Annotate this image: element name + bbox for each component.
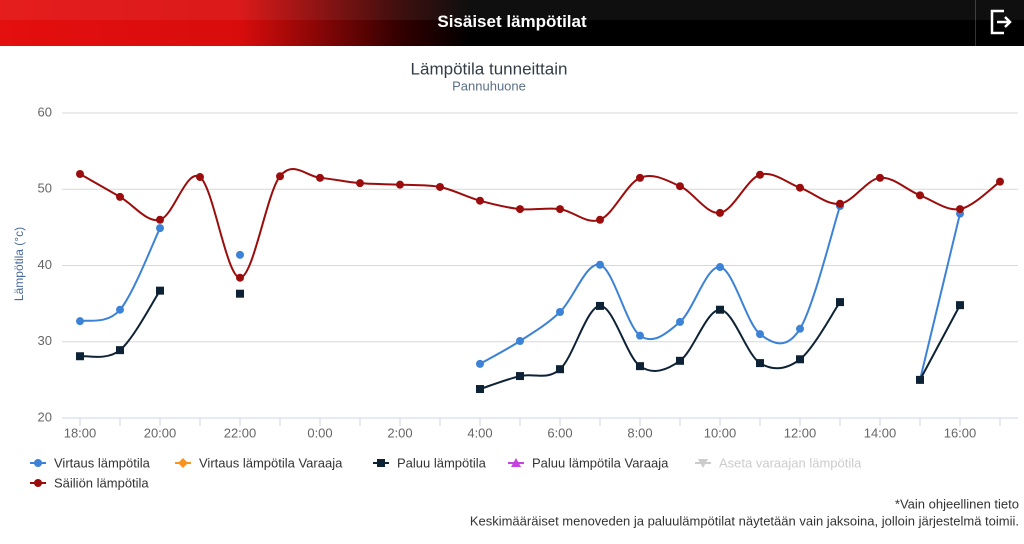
legend-marker — [377, 459, 385, 467]
data-point — [76, 352, 84, 361]
x-tick-label: 6:00 — [547, 425, 572, 440]
series-line — [79, 168, 1001, 279]
legend-marker — [698, 459, 708, 468]
data-point — [916, 375, 924, 384]
data-point — [596, 301, 604, 310]
data-point — [396, 180, 404, 189]
data-point — [156, 286, 164, 295]
y-tick-label: 30 — [38, 333, 52, 348]
data-point — [556, 308, 564, 317]
footnote: *Vain ohjeellinen tieto — [895, 496, 1019, 511]
logout-icon — [990, 9, 1012, 35]
data-point — [276, 172, 284, 181]
data-point — [716, 305, 724, 314]
data-point — [156, 215, 164, 224]
x-tick-label: 2:00 — [387, 425, 412, 440]
data-point — [796, 355, 804, 364]
x-tick-label: 18:00 — [64, 425, 97, 440]
header-title: Sisäiset lämpötilat — [437, 12, 587, 31]
data-point — [596, 260, 604, 269]
data-point — [556, 365, 564, 374]
data-point — [116, 305, 124, 314]
x-tick-label: 16:00 — [944, 425, 977, 440]
data-point — [996, 177, 1004, 186]
data-point — [476, 385, 484, 394]
data-point — [236, 289, 244, 298]
data-point — [236, 273, 244, 282]
data-point — [516, 372, 524, 381]
logout-button[interactable] — [975, 0, 1024, 46]
series-line — [79, 205, 961, 381]
x-tick-label: 12:00 — [784, 425, 817, 440]
y-tick-label: 20 — [38, 409, 52, 424]
data-point — [796, 324, 804, 333]
data-point — [756, 330, 764, 339]
data-point — [476, 359, 484, 368]
legend-marker — [34, 479, 42, 487]
data-point — [516, 336, 524, 345]
legend-marker — [34, 459, 42, 467]
data-point — [676, 356, 684, 365]
data-point — [436, 182, 444, 191]
legend-label[interactable]: Aseta varaajan lämpötila — [719, 455, 862, 470]
legend-label[interactable]: Paluu lämpötila — [397, 455, 487, 470]
data-point — [676, 317, 684, 326]
chart: Lämpötila tunneittain Pannuhuone Lämpöti… — [12, 59, 1019, 528]
chart-title: Lämpötila tunneittain — [411, 59, 568, 78]
data-point — [836, 298, 844, 307]
data-point — [876, 173, 884, 182]
data-point — [956, 301, 964, 310]
data-point — [196, 173, 204, 182]
data-point — [956, 205, 964, 214]
data-point — [796, 183, 804, 192]
data-point — [636, 362, 644, 371]
data-point — [76, 170, 84, 178]
y-tick-label: 50 — [38, 181, 52, 196]
data-point — [756, 359, 764, 368]
y-tick-label: 60 — [38, 104, 52, 119]
data-point — [836, 199, 844, 208]
footnote: Keskimääräiset menoveden ja paluulämpöti… — [470, 513, 1019, 528]
data-point — [916, 191, 924, 200]
data-point — [516, 205, 524, 214]
y-tick-label: 40 — [38, 257, 52, 272]
chart-subtitle: Pannuhuone — [452, 78, 526, 93]
legend-label[interactable]: Virtaus lämpötila — [54, 455, 151, 470]
data-point — [596, 215, 604, 224]
header-bar: Sisäiset lämpötilat — [0, 0, 1024, 46]
x-tick-label: 20:00 — [144, 425, 177, 440]
data-point — [716, 263, 724, 272]
data-point — [756, 170, 764, 179]
data-point — [76, 317, 84, 326]
x-tick-label: 22:00 — [224, 425, 257, 440]
x-tick-label: 10:00 — [704, 425, 737, 440]
data-point — [556, 205, 564, 214]
legend-marker — [178, 458, 188, 468]
data-point — [316, 173, 324, 182]
x-tick-label: 14:00 — [864, 425, 897, 440]
data-point — [116, 192, 124, 201]
data-point — [156, 224, 164, 233]
data-point — [236, 250, 244, 259]
data-point — [636, 331, 644, 340]
x-tick-label: 8:00 — [627, 425, 652, 440]
data-point — [356, 179, 364, 188]
data-point — [116, 346, 124, 355]
data-point — [476, 196, 484, 205]
legend: Virtaus lämpötila Virtaus lämpötila Varaa… — [30, 455, 862, 490]
legend-label[interactable]: Säiliön lämpötila — [54, 475, 149, 490]
x-tick-label: 4:00 — [467, 425, 492, 440]
data-point — [636, 173, 644, 182]
x-tick-label: 0:00 — [307, 425, 332, 440]
legend-label[interactable]: Virtaus lämpötila Varaaja — [199, 455, 343, 470]
legend-marker — [511, 458, 521, 467]
y-axis-label: Lämpötila (°c) — [12, 227, 26, 301]
data-point — [676, 182, 684, 191]
legend-label[interactable]: Paluu lämpötila Varaaja — [532, 455, 669, 470]
data-point — [716, 208, 724, 217]
